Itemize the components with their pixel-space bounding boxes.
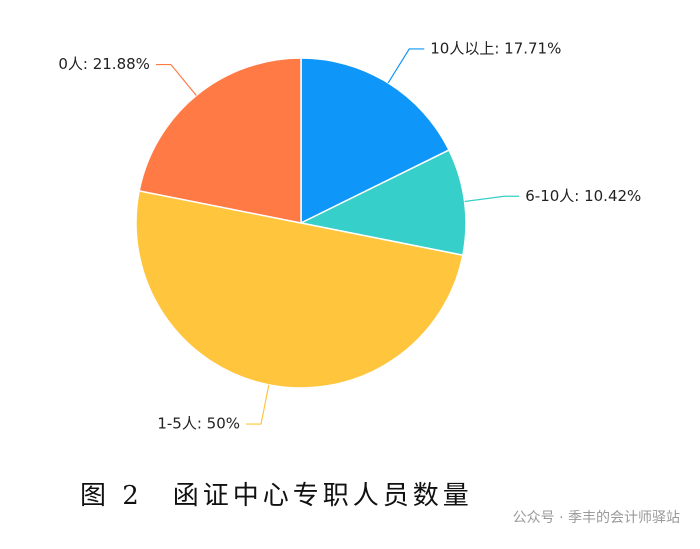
- pie-slice: [135, 189, 464, 389]
- leader-line: [155, 63, 197, 96]
- data-label: 0人: 21.88%: [58, 55, 150, 73]
- pie-slice: [138, 57, 302, 224]
- caption: 图 2 函证中心专职人员数量: [80, 481, 473, 511]
- data-label: 10人以上: 17.71%: [430, 39, 561, 57]
- data-label: 1-5人: 50%: [157, 415, 240, 433]
- leader-line: [246, 384, 270, 425]
- leader-line: [464, 195, 520, 203]
- watermark: 公众号 · 季丰的会计师驿站: [513, 510, 680, 526]
- data-label: 6-10人: 10.42%: [525, 187, 641, 205]
- pie-slice: [298, 149, 467, 257]
- leader-line: [387, 48, 425, 84]
